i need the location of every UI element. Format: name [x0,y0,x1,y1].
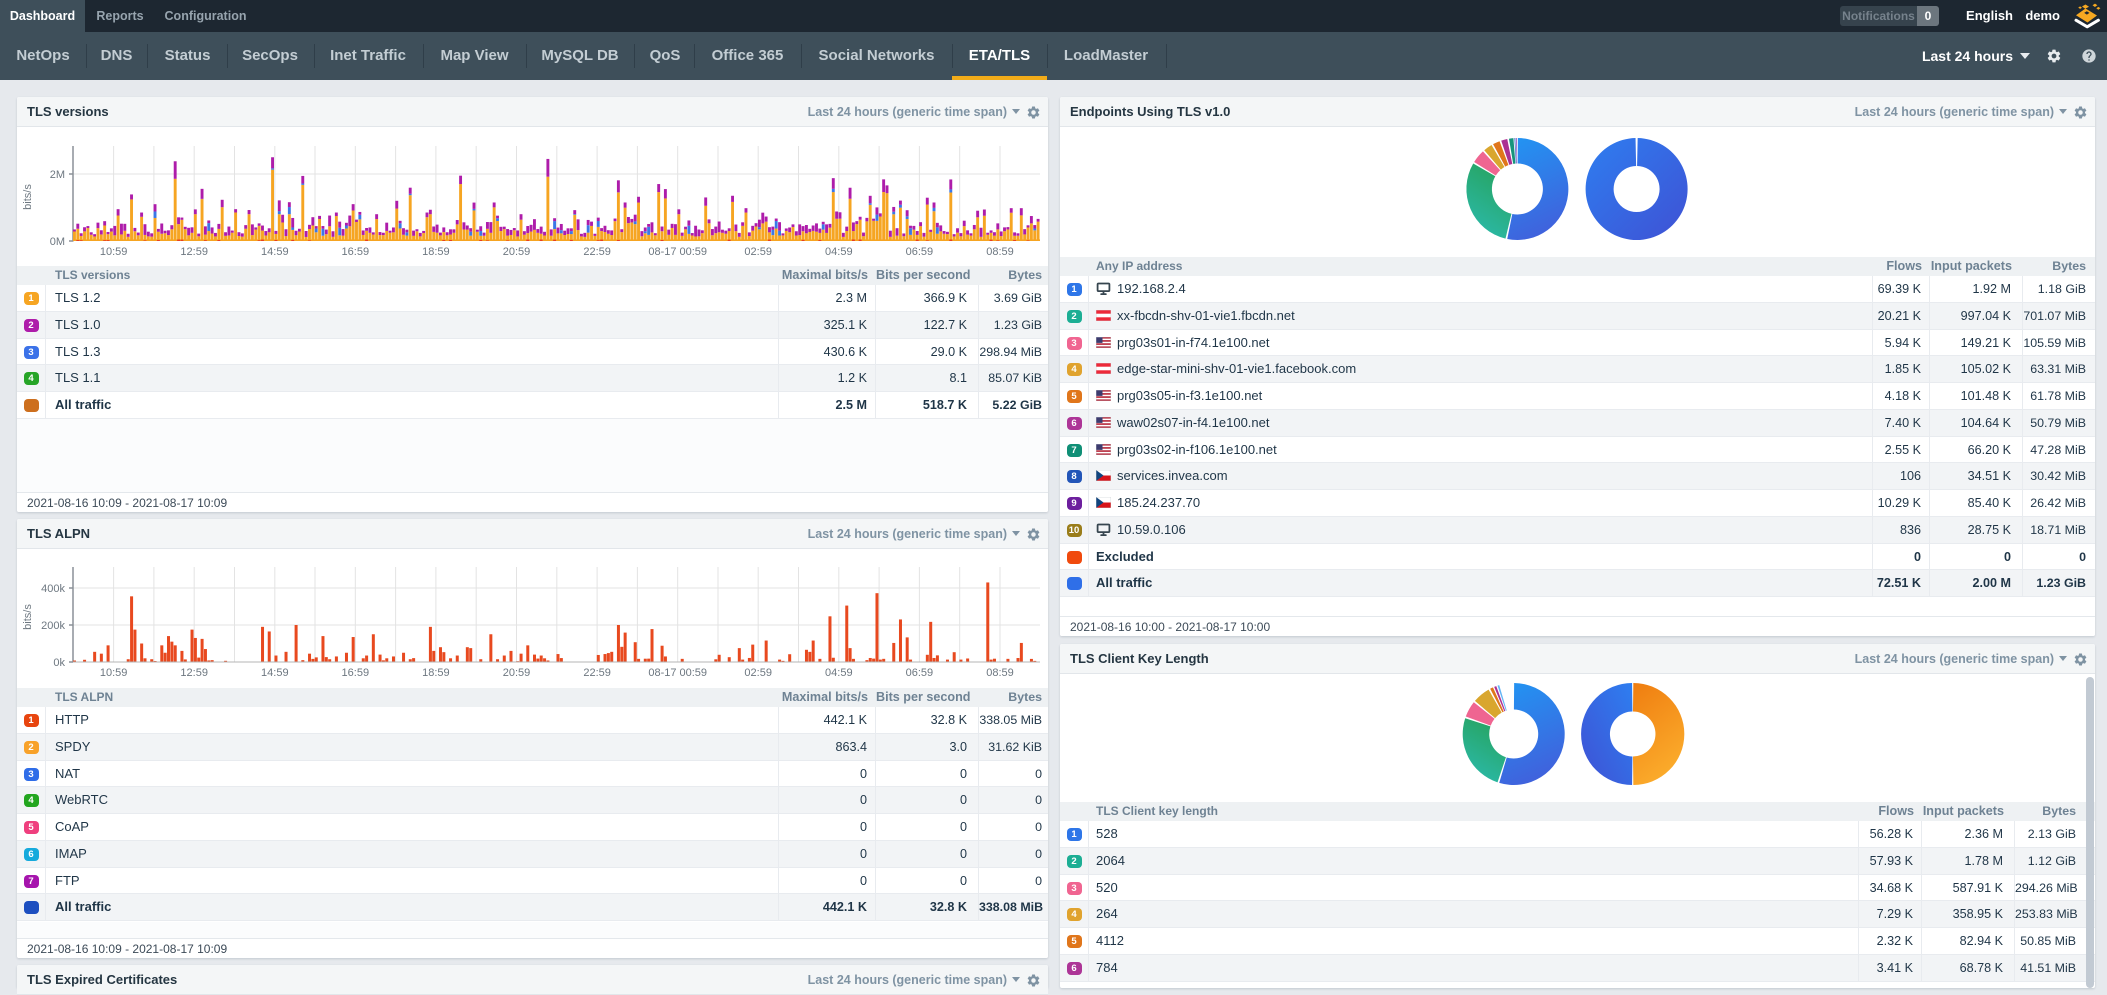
svg-text:08:59: 08:59 [986,667,1014,679]
svg-text:08-17 00:59: 08-17 00:59 [648,246,707,258]
svg-text:02:59: 02:59 [744,246,772,258]
svg-text:20:59: 20:59 [503,246,531,258]
svg-text:10:59: 10:59 [100,667,128,679]
svg-text:18:59: 18:59 [422,667,450,679]
svg-text:bits/s: bits/s [22,184,34,210]
svg-text:0k: 0k [53,657,65,669]
svg-text:0M: 0M [50,236,65,248]
svg-text:20:59: 20:59 [503,667,531,679]
svg-text:08:59: 08:59 [986,246,1014,258]
svg-text:06:59: 06:59 [906,667,934,679]
svg-text:04:59: 04:59 [825,246,853,258]
svg-text:16:59: 16:59 [342,667,370,679]
svg-text:18:59: 18:59 [422,246,450,258]
svg-text:06:59: 06:59 [906,246,934,258]
svg-text:12:59: 12:59 [180,246,208,258]
svg-text:400k: 400k [41,583,65,595]
svg-text:22:59: 22:59 [583,667,611,679]
svg-text:22:59: 22:59 [583,246,611,258]
svg-text:bits/s: bits/s [22,604,34,630]
svg-text:04:59: 04:59 [825,667,853,679]
svg-text:2M: 2M [50,169,65,181]
svg-text:10:59: 10:59 [100,246,128,258]
svg-text:16:59: 16:59 [342,246,370,258]
svg-text:08-17 00:59: 08-17 00:59 [648,667,707,679]
svg-text:200k: 200k [41,620,65,632]
svg-text:14:59: 14:59 [261,246,289,258]
svg-text:12:59: 12:59 [180,667,208,679]
svg-text:14:59: 14:59 [261,667,289,679]
svg-text:02:59: 02:59 [744,667,772,679]
